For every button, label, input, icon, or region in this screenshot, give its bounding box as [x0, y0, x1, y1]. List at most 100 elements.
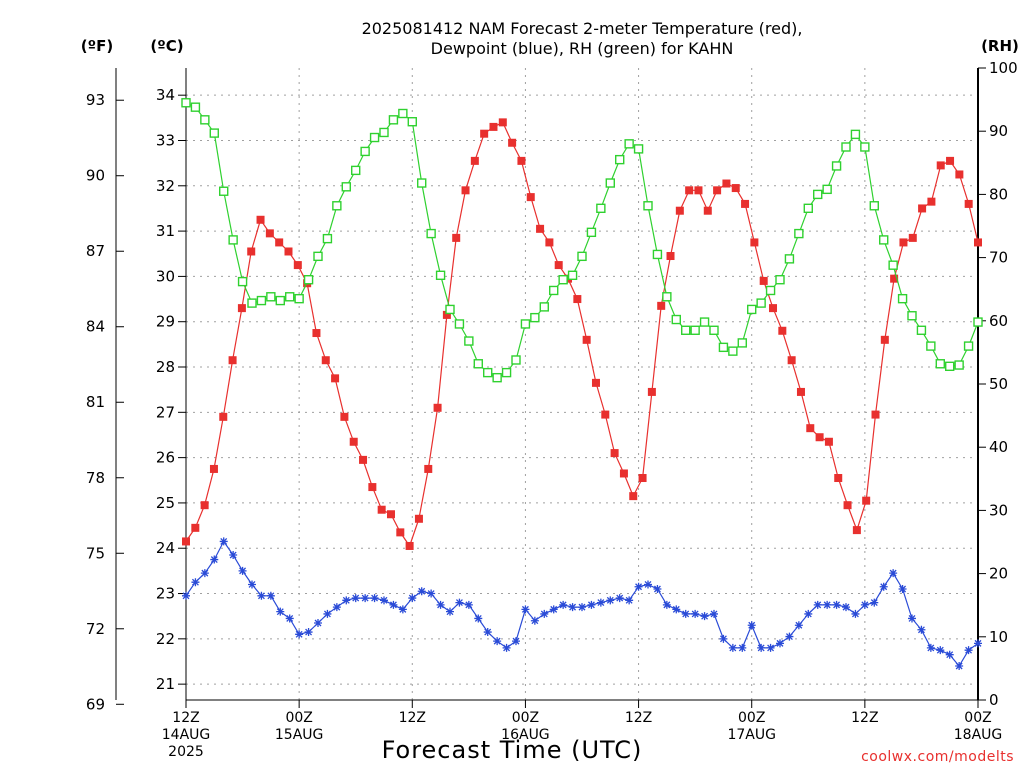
x-tick-label: 17AUG	[727, 727, 776, 743]
dewpoint-point	[719, 634, 728, 643]
rh-point	[473, 359, 483, 369]
rh-point	[341, 182, 351, 192]
temperature-point	[182, 537, 190, 546]
x-tick-label: 00Z	[512, 710, 539, 726]
temperature-point	[703, 206, 712, 215]
temperature-point	[824, 437, 833, 446]
rh-point	[963, 341, 974, 351]
fahrenheit-tick-label: 72	[86, 620, 105, 638]
temperature-point	[638, 474, 647, 483]
dewpoint-point	[559, 600, 568, 609]
celsius-tick-label: 25	[156, 494, 175, 512]
rh-point	[407, 117, 417, 127]
dewpoint-point	[917, 625, 926, 634]
temperature-point	[219, 412, 228, 421]
axis-ticks: 212223242526272829303132333412Z14AUG2025…	[86, 59, 1018, 760]
dewpoint-point	[955, 662, 964, 671]
rh-point	[643, 201, 653, 211]
dewpoint-point	[823, 600, 832, 609]
dewpoint-point	[889, 569, 898, 578]
x-tick-label: 12Z	[399, 710, 426, 726]
dewpoint-point	[832, 600, 841, 609]
celsius-unit-label: (ºC)	[150, 37, 183, 55]
rh-point	[332, 201, 342, 211]
temperature-point	[536, 224, 545, 233]
rh-point	[869, 201, 879, 211]
temperature-point	[974, 238, 982, 247]
dewpoint-point	[512, 637, 520, 646]
dewpoint-point	[455, 598, 464, 607]
rh-point	[803, 203, 813, 214]
temperature-point	[591, 378, 600, 387]
celsius-tick-label: 31	[156, 222, 175, 240]
rh-point	[973, 317, 983, 327]
rh-point	[322, 233, 333, 244]
rh-point	[926, 341, 936, 351]
temperature-point	[284, 247, 293, 256]
temperature-point	[200, 501, 209, 510]
rh-point	[285, 292, 295, 302]
dewpoint-point	[351, 594, 360, 603]
dewpoint-point	[691, 609, 700, 618]
temperature-point	[312, 329, 321, 338]
rh-point	[520, 319, 531, 329]
temperature-point	[554, 261, 563, 270]
rh-point	[945, 361, 955, 372]
dewpoint-point	[342, 596, 351, 605]
temperature-point	[852, 526, 861, 535]
dewpoint-point	[521, 605, 530, 614]
celsius-tick-label: 27	[156, 403, 175, 421]
dewpoint-point	[936, 646, 945, 655]
temperature-point	[237, 304, 246, 313]
temperature-point	[806, 424, 815, 433]
fahrenheit-tick-label: 69	[86, 695, 105, 713]
celsius-tick-label: 21	[156, 675, 175, 693]
rh-line	[185, 102, 979, 379]
x-tick-label: 12Z	[172, 710, 199, 726]
credit-label: coolwx.com/modelts	[861, 749, 1014, 765]
rh-tick-label: 30	[989, 501, 1008, 519]
temperature-point	[498, 118, 507, 127]
chart-title-line-1: 2025081412 NAM Forecast 2-meter Temperat…	[362, 19, 803, 38]
rh-point	[831, 161, 842, 171]
dewpoint-point	[870, 598, 879, 607]
temperature-point	[424, 464, 433, 473]
temperature-point	[470, 156, 479, 165]
x-tick-label: 12Z	[625, 710, 652, 726]
rh-point	[775, 275, 785, 285]
temperature-point	[796, 387, 805, 396]
rh-point	[464, 336, 474, 346]
rh-point	[247, 298, 257, 308]
rh-tick-label: 90	[989, 122, 1008, 140]
temperature-point	[890, 274, 899, 283]
fahrenheit-tick-label: 87	[86, 242, 105, 260]
celsius-tick-label: 29	[156, 313, 175, 331]
dewpoint-point	[578, 603, 586, 612]
dewpoint-point	[587, 600, 596, 609]
dewpoint-point	[314, 618, 322, 627]
dewpoint-point	[945, 650, 954, 659]
rh-point	[445, 304, 455, 315]
dewpoint-point	[926, 643, 935, 652]
x-tick-label: 00Z	[738, 710, 765, 726]
rh-point	[728, 346, 738, 356]
rh-point	[888, 260, 898, 270]
dewpoint-point	[464, 600, 473, 609]
celsius-tick-label: 23	[156, 585, 175, 603]
dewpoint-point	[210, 555, 219, 564]
temperature-point	[741, 199, 750, 208]
temperature-point	[517, 156, 526, 165]
fahrenheit-tick-label: 75	[86, 544, 105, 562]
temperature-point	[405, 541, 414, 550]
temperature-series	[182, 118, 982, 550]
temperature-point	[293, 261, 302, 270]
dewpoint-point	[493, 637, 502, 646]
dewpoint-point	[898, 585, 907, 594]
temperature-point	[228, 356, 237, 365]
temperature-point	[489, 122, 498, 131]
temperature-point	[731, 184, 740, 193]
dewpoint-point	[200, 569, 209, 578]
rh-point	[596, 203, 606, 214]
dewpoint-point	[530, 616, 539, 625]
temperature-point	[442, 310, 451, 319]
